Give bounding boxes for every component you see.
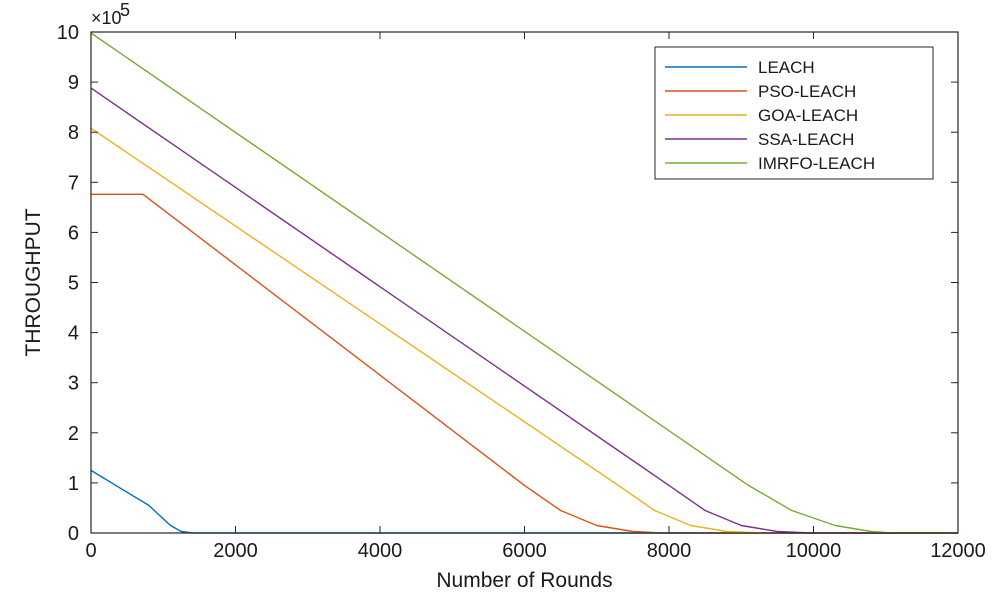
legend-label: PSO-LEACH	[758, 82, 856, 101]
y-axis: 0 1 2 3 4 5 6 7 8 9 10	[57, 22, 958, 545]
legend-label: IMRFO-LEACH	[758, 154, 875, 173]
x-tick-label: 8000	[647, 540, 692, 562]
legend-label: SSA-LEACH	[758, 130, 854, 149]
legend: LEACH PSO-LEACH GOA-LEACH SSA-LEACH IMRFO-LE…	[654, 46, 934, 180]
x-axis: 0 2000 4000 6000 8000 10000 12000	[85, 32, 986, 562]
x-tick-label: 0	[85, 540, 96, 562]
x-tick-label: 2000	[213, 540, 258, 562]
y-multiplier-exponent: 5	[120, 0, 130, 20]
x-tick-label: 6000	[502, 540, 547, 562]
y-tick-label: 8	[68, 122, 79, 144]
x-axis-title: Number of Rounds	[436, 569, 612, 592]
y-tick-label: 10	[57, 22, 79, 44]
y-tick-label: 7	[68, 172, 79, 194]
y-tick-label: 1	[68, 473, 79, 495]
legend-box	[654, 46, 934, 180]
x-tick-label: 4000	[358, 540, 403, 562]
legend-label: GOA-LEACH	[758, 106, 858, 125]
y-tick-label: 6	[68, 222, 79, 244]
y-multiplier-label: ×10	[91, 8, 122, 28]
y-tick-label: 2	[68, 423, 79, 445]
x-tick-label: 10000	[786, 540, 842, 562]
legend-label: LEACH	[758, 58, 815, 77]
series-line-pso-leach	[91, 193, 958, 534]
y-tick-label: 3	[68, 373, 79, 395]
y-tick-label: 9	[68, 72, 79, 94]
y-tick-label: 5	[68, 273, 79, 295]
y-axis-title: THROUGHPUT	[22, 208, 45, 356]
y-tick-label: 4	[68, 323, 79, 345]
x-tick-label: 12000	[930, 540, 986, 562]
y-tick-label: 0	[68, 523, 79, 545]
